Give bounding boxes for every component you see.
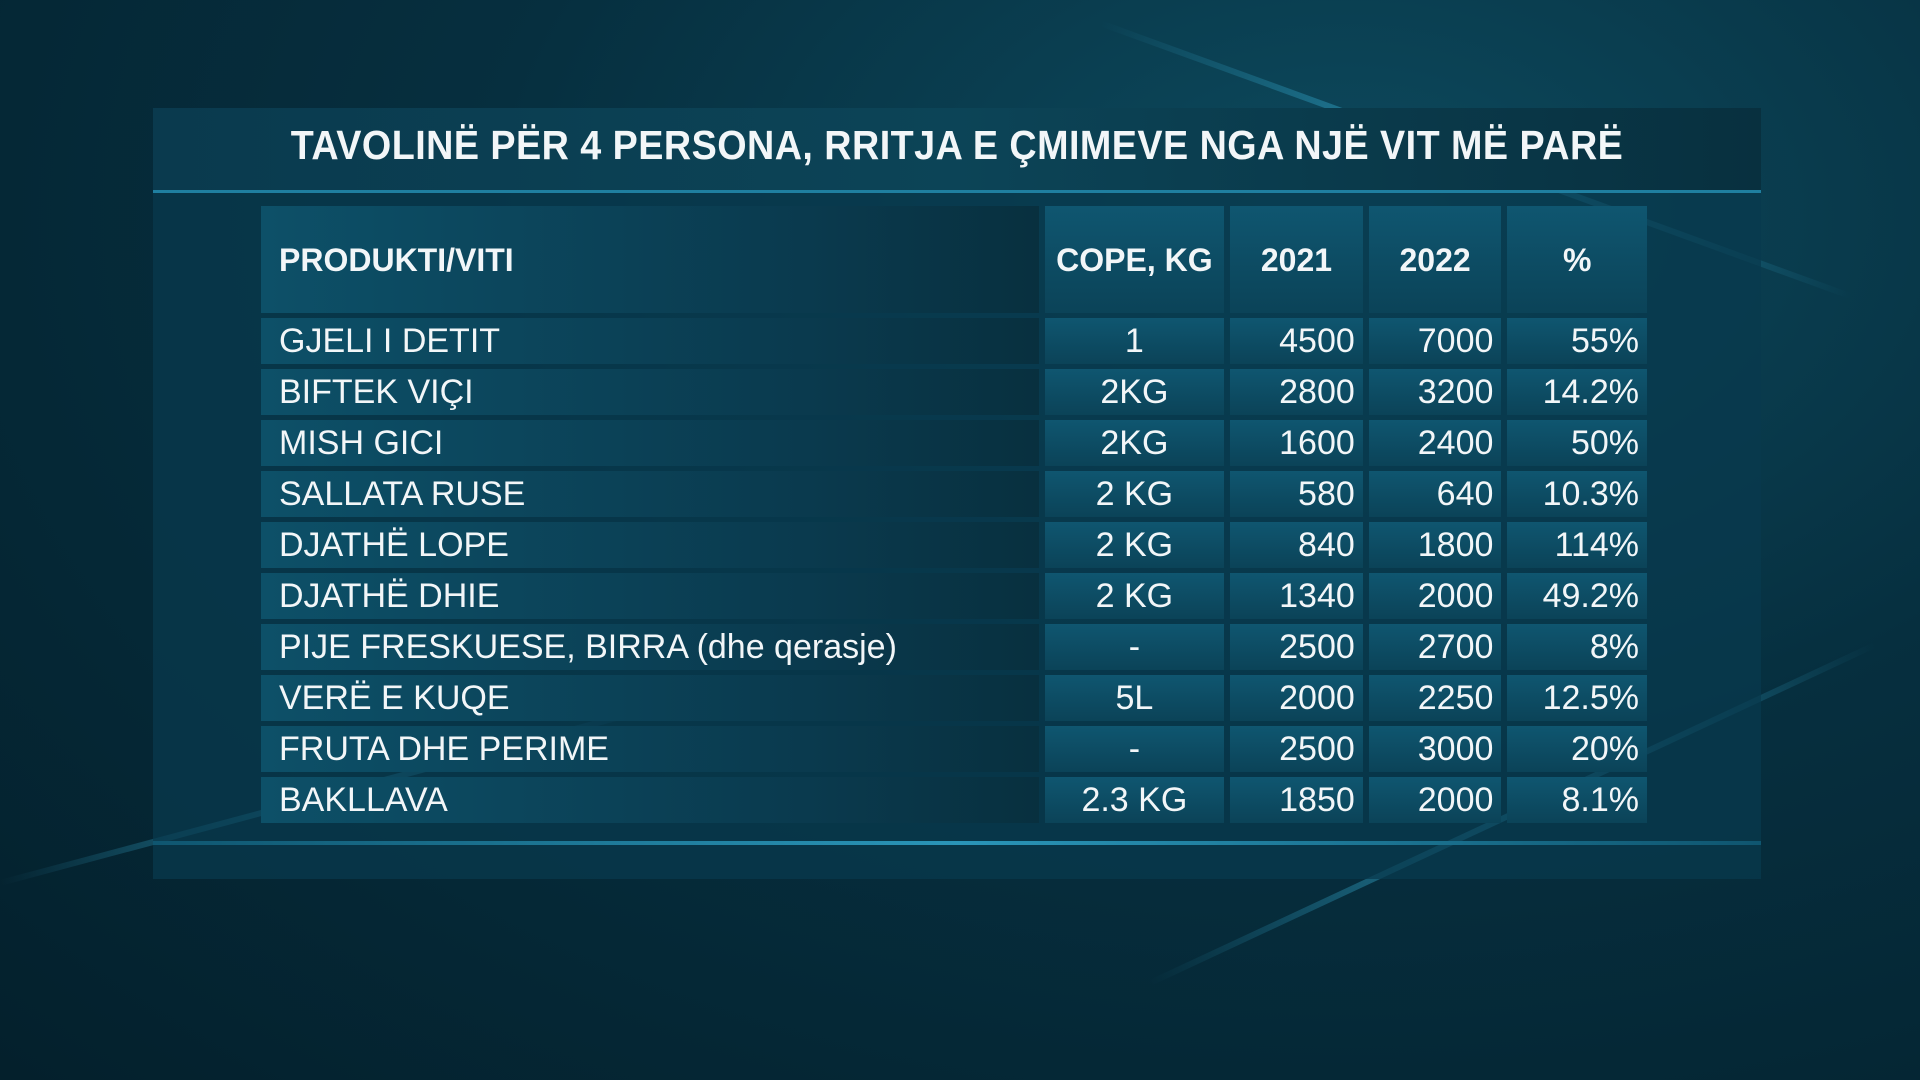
cell-quantity: 2KG bbox=[1044, 420, 1225, 466]
cell-percent-change: 20% bbox=[1507, 726, 1648, 772]
cell-percent-change: 12.5% bbox=[1507, 675, 1648, 721]
cell-price-2021: 4500 bbox=[1230, 318, 1363, 364]
divider bbox=[153, 841, 1761, 845]
cell-quantity: 5L bbox=[1044, 675, 1225, 721]
header-2022: 2022 bbox=[1368, 206, 1502, 313]
cell-price-2022: 2000 bbox=[1368, 777, 1502, 823]
cell-price-2021: 2000 bbox=[1230, 675, 1363, 721]
table-row: MISH GICI 2KG 1600 2400 50% bbox=[261, 420, 1648, 466]
table-row: BAKLLAVA 2.3 KG 1850 2000 8.1% bbox=[261, 777, 1648, 823]
cell-price-2021: 1850 bbox=[1230, 777, 1363, 823]
cell-percent-change: 49.2% bbox=[1507, 573, 1648, 619]
cell-quantity: 2KG bbox=[1044, 369, 1225, 415]
table-header-row: PRODUKTI/VITI COPE, KG 2021 2022 % bbox=[261, 206, 1648, 313]
cell-product: BAKLLAVA bbox=[261, 777, 1039, 823]
cell-percent-change: 14.2% bbox=[1507, 369, 1648, 415]
cell-quantity: 2 KG bbox=[1044, 522, 1225, 568]
header-percent: % bbox=[1507, 206, 1648, 313]
table-row: DJATHË DHIE 2 KG 1340 2000 49.2% bbox=[261, 573, 1648, 619]
cell-price-2022: 2700 bbox=[1368, 624, 1502, 670]
cell-quantity: 2 KG bbox=[1044, 471, 1225, 517]
cell-percent-change: 8% bbox=[1507, 624, 1648, 670]
cell-quantity: - bbox=[1044, 726, 1225, 772]
cell-price-2022: 640 bbox=[1368, 471, 1502, 517]
cell-price-2022: 2000 bbox=[1368, 573, 1502, 619]
header-2021: 2021 bbox=[1230, 206, 1363, 313]
table-row: SALLATA RUSE 2 KG 580 640 10.3% bbox=[261, 471, 1648, 517]
cell-quantity: 2 KG bbox=[1044, 573, 1225, 619]
cell-price-2022: 7000 bbox=[1368, 318, 1502, 364]
cell-percent-change: 114% bbox=[1507, 522, 1648, 568]
cell-percent-change: 50% bbox=[1507, 420, 1648, 466]
cell-product: DJATHË LOPE bbox=[261, 522, 1039, 568]
cell-percent-change: 55% bbox=[1507, 318, 1648, 364]
header-product: PRODUKTI/VITI bbox=[261, 206, 1039, 313]
table-panel: TAVOLINË PËR 4 PERSONA, RRITJA E ÇMIMEVE… bbox=[153, 108, 1761, 879]
cell-quantity: 2.3 KG bbox=[1044, 777, 1225, 823]
title-band: TAVOLINË PËR 4 PERSONA, RRITJA E ÇMIMEVE… bbox=[153, 108, 1761, 193]
cell-product: FRUTA DHE PERIME bbox=[261, 726, 1039, 772]
cell-price-2021: 840 bbox=[1230, 522, 1363, 568]
cell-percent-change: 8.1% bbox=[1507, 777, 1648, 823]
cell-price-2021: 2500 bbox=[1230, 624, 1363, 670]
cell-quantity: - bbox=[1044, 624, 1225, 670]
cell-price-2021: 580 bbox=[1230, 471, 1363, 517]
cell-price-2022: 3000 bbox=[1368, 726, 1502, 772]
cell-product: PIJE FRESKUESE, BIRRA (dhe qerasje) bbox=[261, 624, 1039, 670]
table-row: PIJE FRESKUESE, BIRRA (dhe qerasje) -2500… bbox=[261, 624, 1648, 670]
cell-price-2021: 2500 bbox=[1230, 726, 1363, 772]
table-row: VERË E KUQE 5L 2000 2250 12.5% bbox=[261, 675, 1648, 721]
cell-price-2022: 2250 bbox=[1368, 675, 1502, 721]
price-table: PRODUKTI/VITI COPE, KG 2021 2022 % GJELI… bbox=[261, 206, 1648, 828]
cell-percent-change: 10.3% bbox=[1507, 471, 1648, 517]
header-quantity: COPE, KG bbox=[1044, 206, 1225, 313]
cell-price-2022: 3200 bbox=[1368, 369, 1502, 415]
cell-quantity: 1 bbox=[1044, 318, 1225, 364]
cell-product: MISH GICI bbox=[261, 420, 1039, 466]
cell-product: GJELI I DETIT bbox=[261, 318, 1039, 364]
cell-price-2021: 1600 bbox=[1230, 420, 1363, 466]
table-row: GJELI I DETIT 1 4500 7000 55% bbox=[261, 318, 1648, 364]
table-row: BIFTEK VIÇI 2KG 2800 3200 14.2% bbox=[261, 369, 1648, 415]
cell-price-2021: 1340 bbox=[1230, 573, 1363, 619]
page-title: TAVOLINË PËR 4 PERSONA, RRITJA E ÇMIMEVE… bbox=[290, 122, 1624, 168]
cell-product: SALLATA RUSE bbox=[261, 471, 1039, 517]
cell-product: DJATHË DHIE bbox=[261, 573, 1039, 619]
cell-product: VERË E KUQE bbox=[261, 675, 1039, 721]
cell-price-2021: 2800 bbox=[1230, 369, 1363, 415]
cell-price-2022: 2400 bbox=[1368, 420, 1502, 466]
table-row: DJATHË LOPE 2 KG 840 1800 114% bbox=[261, 522, 1648, 568]
cell-product: BIFTEK VIÇI bbox=[261, 369, 1039, 415]
table-row: FRUTA DHE PERIME -2500 3000 20% bbox=[261, 726, 1648, 772]
cell-price-2022: 1800 bbox=[1368, 522, 1502, 568]
